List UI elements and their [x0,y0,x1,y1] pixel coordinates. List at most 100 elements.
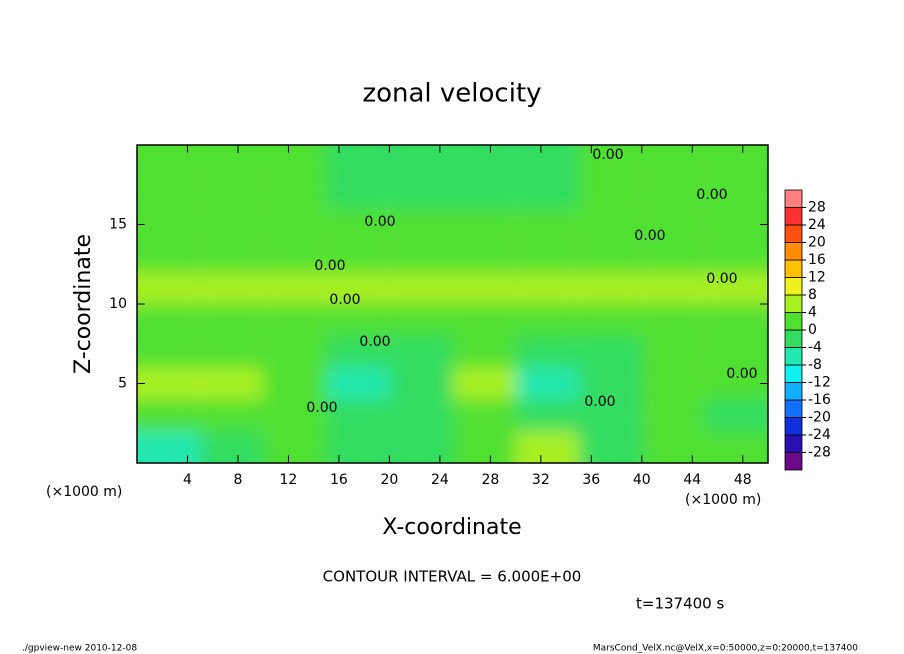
field-cell [389,176,453,209]
field-cell [641,240,705,273]
colorbar-box [784,417,803,436]
contour-label: 0.00 [329,292,360,308]
x-tick-label: 40 [633,472,651,488]
field-cell [641,304,705,336]
field-cell [452,304,516,336]
colorbar-box [784,189,803,208]
field-cell [578,145,642,177]
field-cell [452,272,516,304]
contour-label: 0.00 [359,334,390,350]
x-tick-label: 12 [280,472,298,488]
field-cell [704,304,768,336]
colorbar-tick-label: 28 [808,200,826,216]
chart-title: zonal velocity [362,79,541,109]
field-cell [641,399,705,432]
field-cell [578,367,642,400]
colorbar-box [784,207,803,226]
field-cell [515,367,579,400]
field-cell [389,208,453,241]
x-tick-label: 36 [582,472,600,488]
field-cell [137,208,201,241]
field-cell [578,240,642,273]
field-cell [515,176,579,209]
field-cell [200,399,264,432]
y-axis-label: Z-coordinate [71,234,96,374]
field-cell [515,431,579,463]
field-cell [515,208,579,241]
field-cell [326,335,390,368]
colorbar-box [784,329,803,348]
field-cell [137,145,201,177]
field-cells [137,145,768,463]
field-cell [263,335,327,368]
colorbar-box [784,259,803,278]
field-cell [263,272,327,304]
field-cell [137,335,201,368]
colorbar-tick-label: 4 [808,305,817,321]
colorbar-tick-label: -16 [808,392,831,408]
field-cell [326,272,390,304]
colorbar-box [784,312,803,331]
field-cell [389,145,453,177]
x-tick-label: 4 [183,472,192,488]
colorbar-tick-label: -28 [808,445,831,461]
field-cell [200,335,264,368]
field-cell [200,145,264,177]
colorbar-tick-label: 24 [808,217,826,233]
field-cell [578,272,642,304]
field-cell [263,431,327,463]
x-unit-left: (×1000 m) [46,484,122,500]
field-cell [452,367,516,400]
field-cell [515,272,579,304]
field-cell [326,431,390,463]
colorbar-box [784,294,803,313]
field-cell [515,304,579,336]
field-cell [452,431,516,463]
colorbar-box [784,382,803,401]
field-cell [326,145,390,177]
field-cell [137,431,201,463]
x-tick-label: 48 [734,472,752,488]
field-cell [200,240,264,273]
field-cell [641,335,705,368]
field-cell [452,145,516,177]
field-cell [515,145,579,177]
x-tick-label: 24 [431,472,449,488]
field [137,145,768,463]
colorbar-box [784,224,803,243]
x-tick-label: 28 [481,472,499,488]
field-cell [515,399,579,432]
field-cell [389,240,453,273]
colorbar-box [784,277,803,296]
field-cell [326,399,390,432]
x-unit-right: (×1000 m) [685,492,761,508]
colorbar-tick-label: 20 [808,235,826,251]
colorbar-tick-label: -24 [808,427,831,443]
field-cell [389,272,453,304]
colorbar-tick-label: 0 [808,322,817,338]
field-cell [200,367,264,400]
colorbar-tick-label: 8 [808,287,817,303]
field-cell [263,304,327,336]
field-cell [452,240,516,273]
field-cell [137,304,201,336]
contour-labels: 0.00 0.00 0.00 0.00 0.00 0.00 0.00 0.00 0.00 0.00… [306,147,757,416]
x-tick-label: 44 [683,472,701,488]
field-cell [137,399,201,432]
field-cell [578,176,642,209]
field-cell [326,240,390,273]
contour-label: 0.00 [634,228,665,244]
x-tick-label: 8 [233,472,242,488]
field-cell [389,431,453,463]
time-label: t=137400 s [636,595,724,613]
x-tick-label: 32 [532,472,550,488]
colorbar-box [784,242,803,261]
colorbar-tick-label: -4 [808,340,822,356]
field-cell [200,208,264,241]
field-cell [515,240,579,273]
x-axis-label: X-coordinate [382,515,521,540]
field-cell [641,272,705,304]
field-cell [263,240,327,273]
field-cell [452,176,516,209]
